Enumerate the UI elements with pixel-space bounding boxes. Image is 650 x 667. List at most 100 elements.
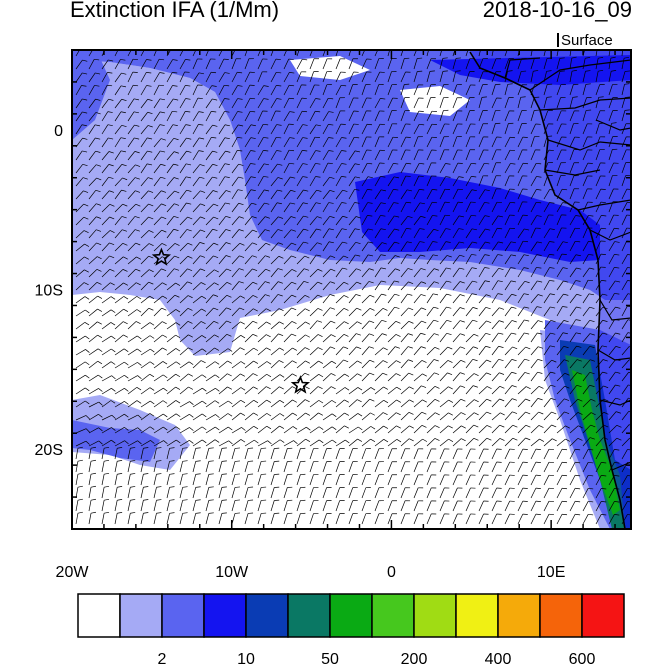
wind-barb — [257, 473, 267, 486]
wind-barb — [556, 306, 568, 317]
wind-barb — [582, 372, 595, 382]
wind-barb — [504, 461, 515, 473]
wind-barb — [218, 413, 233, 421]
wind-barb — [517, 424, 531, 434]
wind-barb — [400, 83, 410, 96]
wind-barb — [556, 293, 569, 304]
wind-barb — [374, 333, 387, 343]
wind-barb — [335, 241, 348, 252]
wind-barb — [270, 85, 282, 96]
wind-barb — [335, 202, 347, 213]
wind-barb — [608, 424, 622, 434]
wind-barb — [439, 412, 453, 421]
wind-barb — [322, 241, 334, 252]
wind-barb — [166, 348, 181, 356]
wind-barb — [257, 255, 271, 265]
wind-barb — [400, 136, 411, 148]
colorbar-label: 50 — [321, 651, 339, 667]
wind-barb — [582, 267, 595, 278]
wind-barb — [205, 334, 219, 343]
wind-barb — [491, 487, 502, 499]
wind-barb — [270, 202, 282, 213]
wind-barb — [348, 333, 361, 343]
wind-barb — [270, 486, 280, 499]
wind-barb — [75, 374, 90, 382]
wind-barb — [88, 229, 102, 239]
wind-barb — [387, 123, 398, 135]
wind-barb — [179, 334, 193, 343]
wind-barb — [374, 98, 386, 109]
wind-barb — [88, 485, 97, 499]
wind-barb — [296, 360, 310, 369]
wind-barb — [244, 439, 259, 447]
wind-barb — [582, 398, 596, 408]
wind-barb — [257, 281, 270, 291]
wind-barb — [127, 486, 136, 499]
wind-barb — [335, 448, 345, 460]
wind-barb — [491, 385, 505, 395]
wind-barb — [361, 149, 372, 161]
wind-barb — [348, 387, 363, 395]
wind-barb — [192, 473, 201, 486]
wind-barb — [439, 57, 448, 70]
wind-barb — [205, 447, 214, 460]
wind-barb — [335, 359, 349, 369]
wind-barb — [374, 347, 388, 356]
wind-barb — [465, 267, 477, 278]
wind-barb — [530, 135, 540, 148]
wind-barb — [114, 308, 129, 317]
wind-barb — [556, 280, 569, 291]
wind-barb — [387, 136, 398, 148]
wind-barb — [153, 440, 168, 447]
wind-barb — [426, 412, 440, 421]
wind-barb — [88, 112, 101, 122]
wind-barb — [244, 486, 254, 499]
wind-barb — [569, 412, 583, 421]
wind-barb — [218, 333, 232, 343]
wind-barb — [205, 426, 220, 434]
wind-barb — [283, 440, 298, 447]
wind-barb — [348, 281, 362, 291]
wind-barb — [608, 293, 620, 304]
wind-barb — [478, 96, 487, 109]
wind-barb — [218, 50, 223, 57]
wind-barb — [231, 460, 240, 473]
wind-barb — [114, 413, 129, 421]
wind-barb — [569, 96, 578, 109]
wind-barb — [530, 57, 540, 70]
wind-barb — [608, 462, 620, 473]
wind-barb — [335, 500, 345, 512]
wind-barb — [322, 124, 334, 135]
wind-barb — [192, 268, 206, 278]
wind-barb — [231, 189, 243, 200]
wind-barb — [582, 254, 594, 265]
wind-barb — [153, 98, 165, 109]
wind-barb — [309, 386, 323, 395]
wind-barb — [179, 150, 192, 161]
wind-barb — [517, 175, 528, 187]
wind-barb — [348, 461, 358, 473]
wind-barb — [218, 512, 227, 525]
wind-barb — [296, 499, 306, 512]
wind-barb — [153, 486, 162, 499]
wind-barb — [114, 460, 123, 473]
wind-barb — [504, 474, 515, 486]
wind-barb — [426, 319, 439, 330]
wind-barb — [530, 411, 544, 421]
wind-barb — [374, 280, 387, 291]
wind-barb — [140, 295, 155, 304]
wind-barb — [114, 348, 129, 356]
wind-barb — [582, 83, 591, 96]
wind-barb — [348, 487, 358, 499]
wind-barb — [309, 242, 323, 252]
wind-barb — [218, 215, 231, 226]
wind-barb — [582, 448, 594, 460]
wind-barb — [556, 411, 570, 421]
wind-barb — [543, 267, 555, 278]
wind-barb — [322, 426, 337, 434]
wind-barb — [387, 500, 397, 512]
wind-barb — [218, 282, 232, 291]
wind-barb — [283, 460, 293, 473]
wind-barb — [465, 123, 476, 135]
wind-barb — [335, 461, 345, 473]
